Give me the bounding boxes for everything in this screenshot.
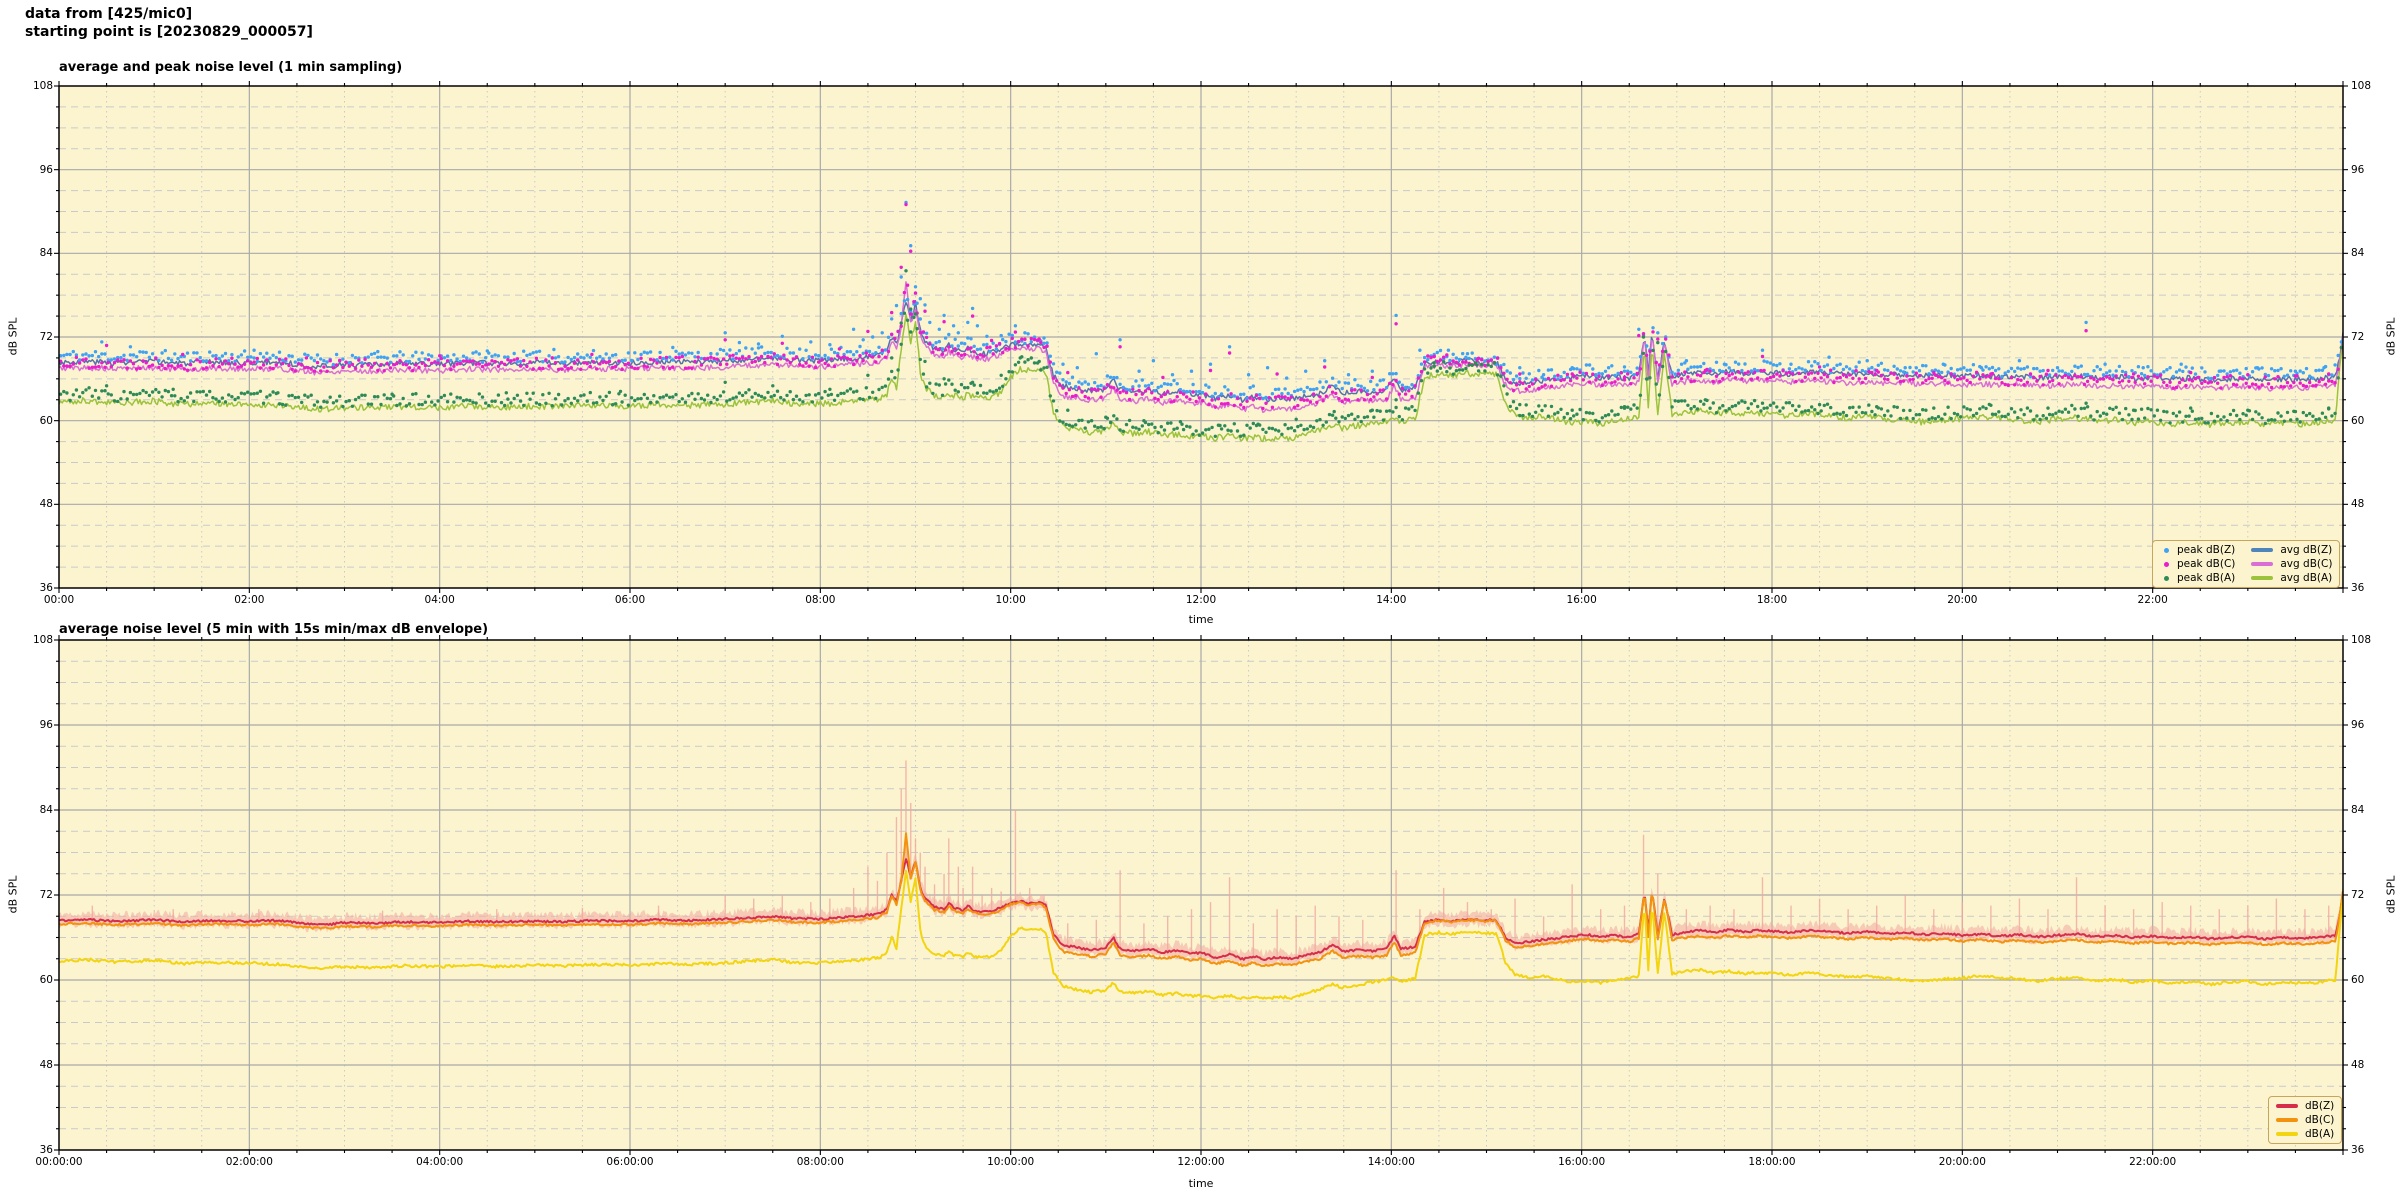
legend-entry: avg dB(C)	[2251, 557, 2332, 571]
chart-2-y-tick-label-right: 36	[2351, 1144, 2365, 1156]
chart-1-y-tick-label-left: 60	[39, 414, 53, 427]
chart-1-y-tick-label-right: 84	[2351, 247, 2365, 260]
chart-2-y-tick-label-left: 108	[32, 634, 53, 646]
chart-1-scatter-peak-dB-C-	[59, 202, 2343, 411]
chart-1-series-avg-dB-A-	[59, 314, 2343, 443]
legend-label: avg dB(C)	[2280, 558, 2333, 570]
chart-1-scatter-peak-dB-A-	[59, 269, 2343, 438]
legend-entry: dB(A)	[2276, 1127, 2334, 1141]
chart-2-y-tick-label-right: 84	[2351, 804, 2365, 816]
chart-1-x-tick-label: 08:00	[805, 594, 836, 606]
chart-2-series-dB-A-	[59, 869, 2343, 1000]
chart-1-y-tick-label-right: 72	[2351, 331, 2365, 343]
chart-2-x-tick-label: 20:00:00	[1938, 1156, 1986, 1168]
chart-1-title: average and peak noise level (1 min samp…	[59, 60, 403, 75]
chart-2-x-tick-label: 16:00:00	[1558, 1156, 1606, 1168]
legend-entry: dB(C)	[2276, 1113, 2334, 1127]
chart-1-x-tick-label: 00:00	[43, 594, 75, 606]
chart-1-y-tick-label-right: 60	[2351, 414, 2365, 427]
chart-1-y-tick-label-left: 72	[39, 331, 53, 343]
chart-2-y-tick-label-left: 36	[39, 1144, 53, 1156]
chart-2-x-tick-label: 06:00:00	[606, 1156, 654, 1168]
chart-1-x-tick-label: 06:00	[614, 594, 646, 606]
chart-1-x-tick-label: 14:00	[1376, 594, 1407, 606]
chart-2-y-tick-label-left: 60	[39, 974, 53, 986]
chart-2-y-tick-label-left: 48	[39, 1059, 53, 1071]
legend-label: avg dB(Z)	[2280, 544, 2333, 556]
legend-label: dB(Z)	[2305, 1100, 2335, 1112]
chart-1-y-tick-label-left: 108	[32, 80, 53, 92]
legend-line-marker	[2276, 1118, 2298, 1122]
chart-2-y-tick-label-right: 108	[2351, 634, 2372, 646]
chart-2-x-tick-label: 00:00:00	[35, 1156, 83, 1168]
chart-1-y-tick-label-right: 48	[2351, 498, 2365, 511]
legend-line-marker	[2276, 1132, 2298, 1136]
chart-2-y-tick-label-left: 72	[39, 889, 53, 901]
legend-entry: peak dB(Z)	[2160, 543, 2235, 557]
chart-1-y-tick-label-left: 96	[39, 163, 53, 176]
chart-2-y-tick-label-left: 96	[39, 719, 53, 731]
chart-2-x-tick-label: 14:00:00	[1367, 1156, 1415, 1168]
legend-entry: peak dB(C)	[2160, 557, 2235, 571]
legend-dot-marker	[2164, 575, 2169, 581]
legend-label: peak dB(A)	[2177, 572, 2236, 584]
chart-2-x-tick-label: 12:00:00	[1177, 1156, 1225, 1168]
chart-1-legend: peak dB(Z) avg dB(Z) peak dB(C) avg dB(C) pe…	[2152, 540, 2341, 588]
chart-1-x-tick-label: 20:00	[1947, 594, 1978, 606]
chart-2-y-tick-label-left: 84	[39, 804, 53, 816]
legend-entry: avg dB(A)	[2251, 571, 2332, 585]
chart-1-x-tick-label: 04:00	[424, 594, 455, 606]
chart-2-x-tick-label: 08:00:00	[796, 1156, 844, 1168]
chart-1-y-tick-label-right: 108	[2351, 80, 2372, 92]
chart-2-series-dB-C-	[59, 832, 2343, 968]
chart-1-x-tick-label: 12:00	[1185, 594, 1217, 606]
chart-1-y-tick-label-left: 48	[39, 498, 53, 511]
legend-dot-marker	[2164, 547, 2169, 553]
legend-line-marker	[2251, 576, 2274, 580]
chart-1-scatter-peak-dB-Z-	[59, 200, 2343, 401]
chart-2-x-tick-label: 18:00:00	[1748, 1156, 1796, 1168]
legend-line-marker	[2276, 1104, 2298, 1108]
chart-1-y-tick-label-right: 96	[2351, 163, 2365, 176]
legend-label: dB(A)	[2305, 1128, 2335, 1140]
chart-2-x-axis-label: time	[1188, 1177, 1214, 1190]
chart-1-series-avg-dB-C-	[59, 281, 2343, 414]
legend-label: dB(C)	[2305, 1114, 2335, 1126]
chart-2-y-tick-label-right: 60	[2351, 974, 2365, 986]
chart-2-x-tick-label: 10:00:00	[987, 1156, 1035, 1168]
legend-label: peak dB(C)	[2177, 558, 2236, 570]
legend-entry: dB(Z)	[2276, 1099, 2334, 1113]
legend-dot-marker	[2164, 561, 2169, 567]
legend-line-marker	[2251, 548, 2274, 552]
chart-2-y-tick-label-right: 96	[2351, 719, 2365, 731]
chart-1-series-avg-dB-Z-	[59, 300, 2343, 404]
chart-1-x-tick-label: 02:00	[234, 594, 265, 606]
legend-line-marker	[2251, 562, 2274, 566]
chart-2-x-tick-label: 22:00:00	[2129, 1156, 2177, 1168]
chart-1-y-tick-label-right: 36	[2351, 582, 2365, 594]
header-starting-point: starting point is [20230829_000057]	[25, 24, 313, 40]
chart-1-x-tick-label: 18:00	[1756, 594, 1788, 606]
legend-label: avg dB(A)	[2280, 572, 2333, 584]
chart-1-y-tick-label-left: 36	[39, 582, 53, 594]
chart-2-x-tick-label: 04:00:00	[416, 1156, 464, 1168]
chart-1-x-tick-label: 22:00	[2137, 594, 2168, 606]
chart-1-y-tick-label-left: 84	[39, 247, 53, 260]
header-data-source: data from [425/mic0]	[25, 6, 193, 22]
legend-entry: avg dB(Z)	[2251, 543, 2332, 557]
legend-label: peak dB(Z)	[2177, 544, 2236, 556]
chart-1-x-tick-label: 16:00	[1566, 594, 1597, 606]
chart-2-legend: dB(Z) dB(C) dB(A)	[2268, 1096, 2343, 1144]
chart-1-x-axis-label: time	[1188, 613, 1214, 626]
chart-2-y-tick-label-right: 72	[2351, 889, 2365, 901]
chart-1-x-tick-label: 10:00	[995, 594, 1026, 606]
chart-2-y-tick-label-right: 48	[2351, 1059, 2365, 1071]
chart-2-title: average noise level (5 min with 15s min/…	[59, 622, 489, 637]
chart-2-series-dB-Z-	[59, 858, 2343, 961]
chart-2-x-tick-label: 02:00:00	[225, 1156, 273, 1168]
legend-entry: peak dB(A)	[2160, 571, 2235, 585]
